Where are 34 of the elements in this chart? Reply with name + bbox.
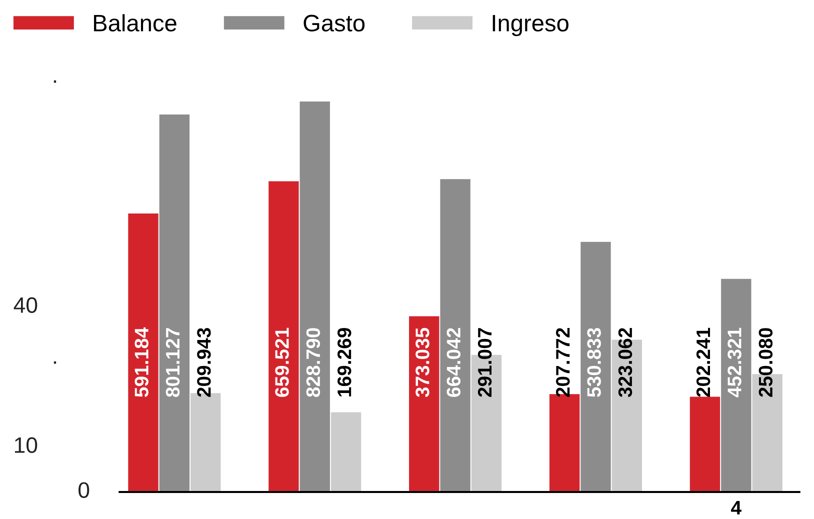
bar: [300, 102, 330, 492]
data-label: 664.042: [446, 328, 461, 397]
data-label: 209.943: [197, 328, 211, 397]
data-label: 323.062: [618, 328, 632, 398]
legend-label: Gasto: [304, 14, 365, 32]
data-label: 452.321: [728, 328, 742, 398]
data-label: 530.833: [587, 328, 601, 397]
text: 0: [78, 482, 90, 498]
bar: [690, 396, 720, 492]
data-label: 373.035: [416, 328, 430, 398]
text: .: [54, 361, 56, 364]
bar: [409, 316, 440, 492]
text: 40: [14, 297, 38, 313]
bar: [128, 213, 158, 492]
data-label: 801.127: [166, 328, 180, 397]
legend-label: Balance: [94, 14, 176, 32]
bar: [580, 242, 611, 492]
data-label: 250.080: [758, 328, 773, 397]
bar: [440, 179, 470, 492]
bar: [268, 181, 299, 492]
data-label: 169.269: [337, 328, 352, 396]
data-label: 591.184: [134, 327, 148, 397]
text: 4: [731, 501, 742, 514]
bar: [159, 114, 190, 492]
text: 10: [14, 437, 38, 453]
data-label: 291.007: [478, 328, 492, 397]
legend-label: Ingreso: [492, 15, 568, 36]
data-label: 659.521: [275, 328, 289, 397]
data-label: 207.772: [556, 328, 570, 397]
text: .: [54, 80, 56, 83]
data-label: 828.790: [306, 328, 320, 397]
data-label: 202.241: [696, 328, 710, 397]
bar: [721, 278, 752, 492]
bar: [330, 412, 362, 492]
